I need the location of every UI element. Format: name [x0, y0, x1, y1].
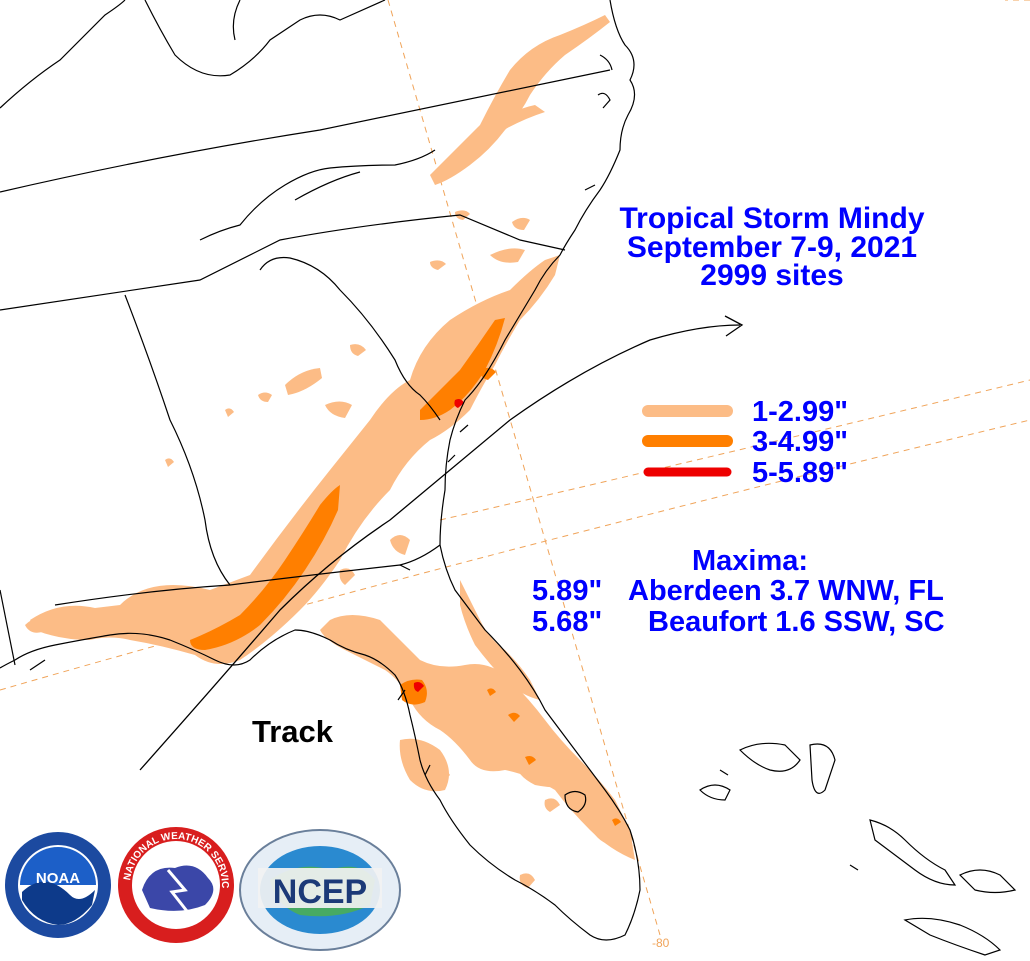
legend-label-light: 1-2.99"	[752, 396, 848, 428]
longitude-label: -80	[652, 936, 670, 950]
bahamas-islands	[699, 742, 1017, 956]
maxima-block: Maxima: 5.89" Aberdeen 3.7 WNW, FL 5.68"…	[532, 545, 945, 638]
svg-text:NOAA: NOAA	[36, 870, 80, 887]
maxima-location-2: Beaufort 1.6 SSW, SC	[648, 606, 945, 638]
rainfall-light-areas	[25, 15, 635, 888]
track-label: Track	[252, 714, 334, 749]
track-line	[139, 324, 741, 771]
maxima-value-1: 5.89"	[532, 575, 602, 607]
ncep-logo: NCEP	[239, 829, 401, 951]
track-arrowhead	[724, 315, 744, 337]
rainfall-heavy-areas	[413, 399, 464, 692]
legend: 1-2.99" 3-4.99" 5-5.89"	[642, 396, 848, 489]
ga-sc-border	[259, 256, 441, 421]
coastline	[0, 0, 641, 941]
noaa-logo: NOAA	[3, 830, 113, 940]
al-ga-border	[124, 294, 231, 586]
al-fl-border	[54, 564, 411, 606]
maxima-location-1: Aberdeen 3.7 WNW, FL	[628, 575, 944, 607]
svg-text:NCEP: NCEP	[273, 873, 367, 911]
ga-fl-border	[399, 544, 441, 566]
title-line-3: 2999 sites	[700, 259, 843, 292]
legend-label-heavy: 5-5.89"	[752, 457, 848, 489]
wv-ky-borders	[0, 0, 126, 109]
tn-ga-border	[0, 214, 566, 311]
ms-al-border	[0, 589, 16, 666]
svg-text:NATIONAL WEATHER SERVICE: NATIONAL WEATHER SERVICE	[0, 0, 230, 888]
latitude-line-south	[0, 419, 1030, 691]
longitude-line-80	[387, 0, 661, 936]
state-boundaries	[0, 0, 611, 671]
maxima-heading: Maxima:	[692, 545, 808, 577]
va-nc-border	[0, 69, 611, 193]
title-line-1: Tropical Storm Mindy	[619, 202, 924, 235]
title-line-2: September 7-9, 2021	[627, 231, 917, 264]
storm-track	[139, 315, 744, 771]
legend-label-medium: 3-4.99"	[752, 426, 848, 458]
maxima-value-2: 5.68"	[532, 606, 602, 638]
lat-lon-grid	[0, 0, 1030, 936]
nws-logo: NATIONAL WEATHER SERVICE	[0, 0, 234, 943]
latitude-line-north	[439, 379, 1030, 521]
